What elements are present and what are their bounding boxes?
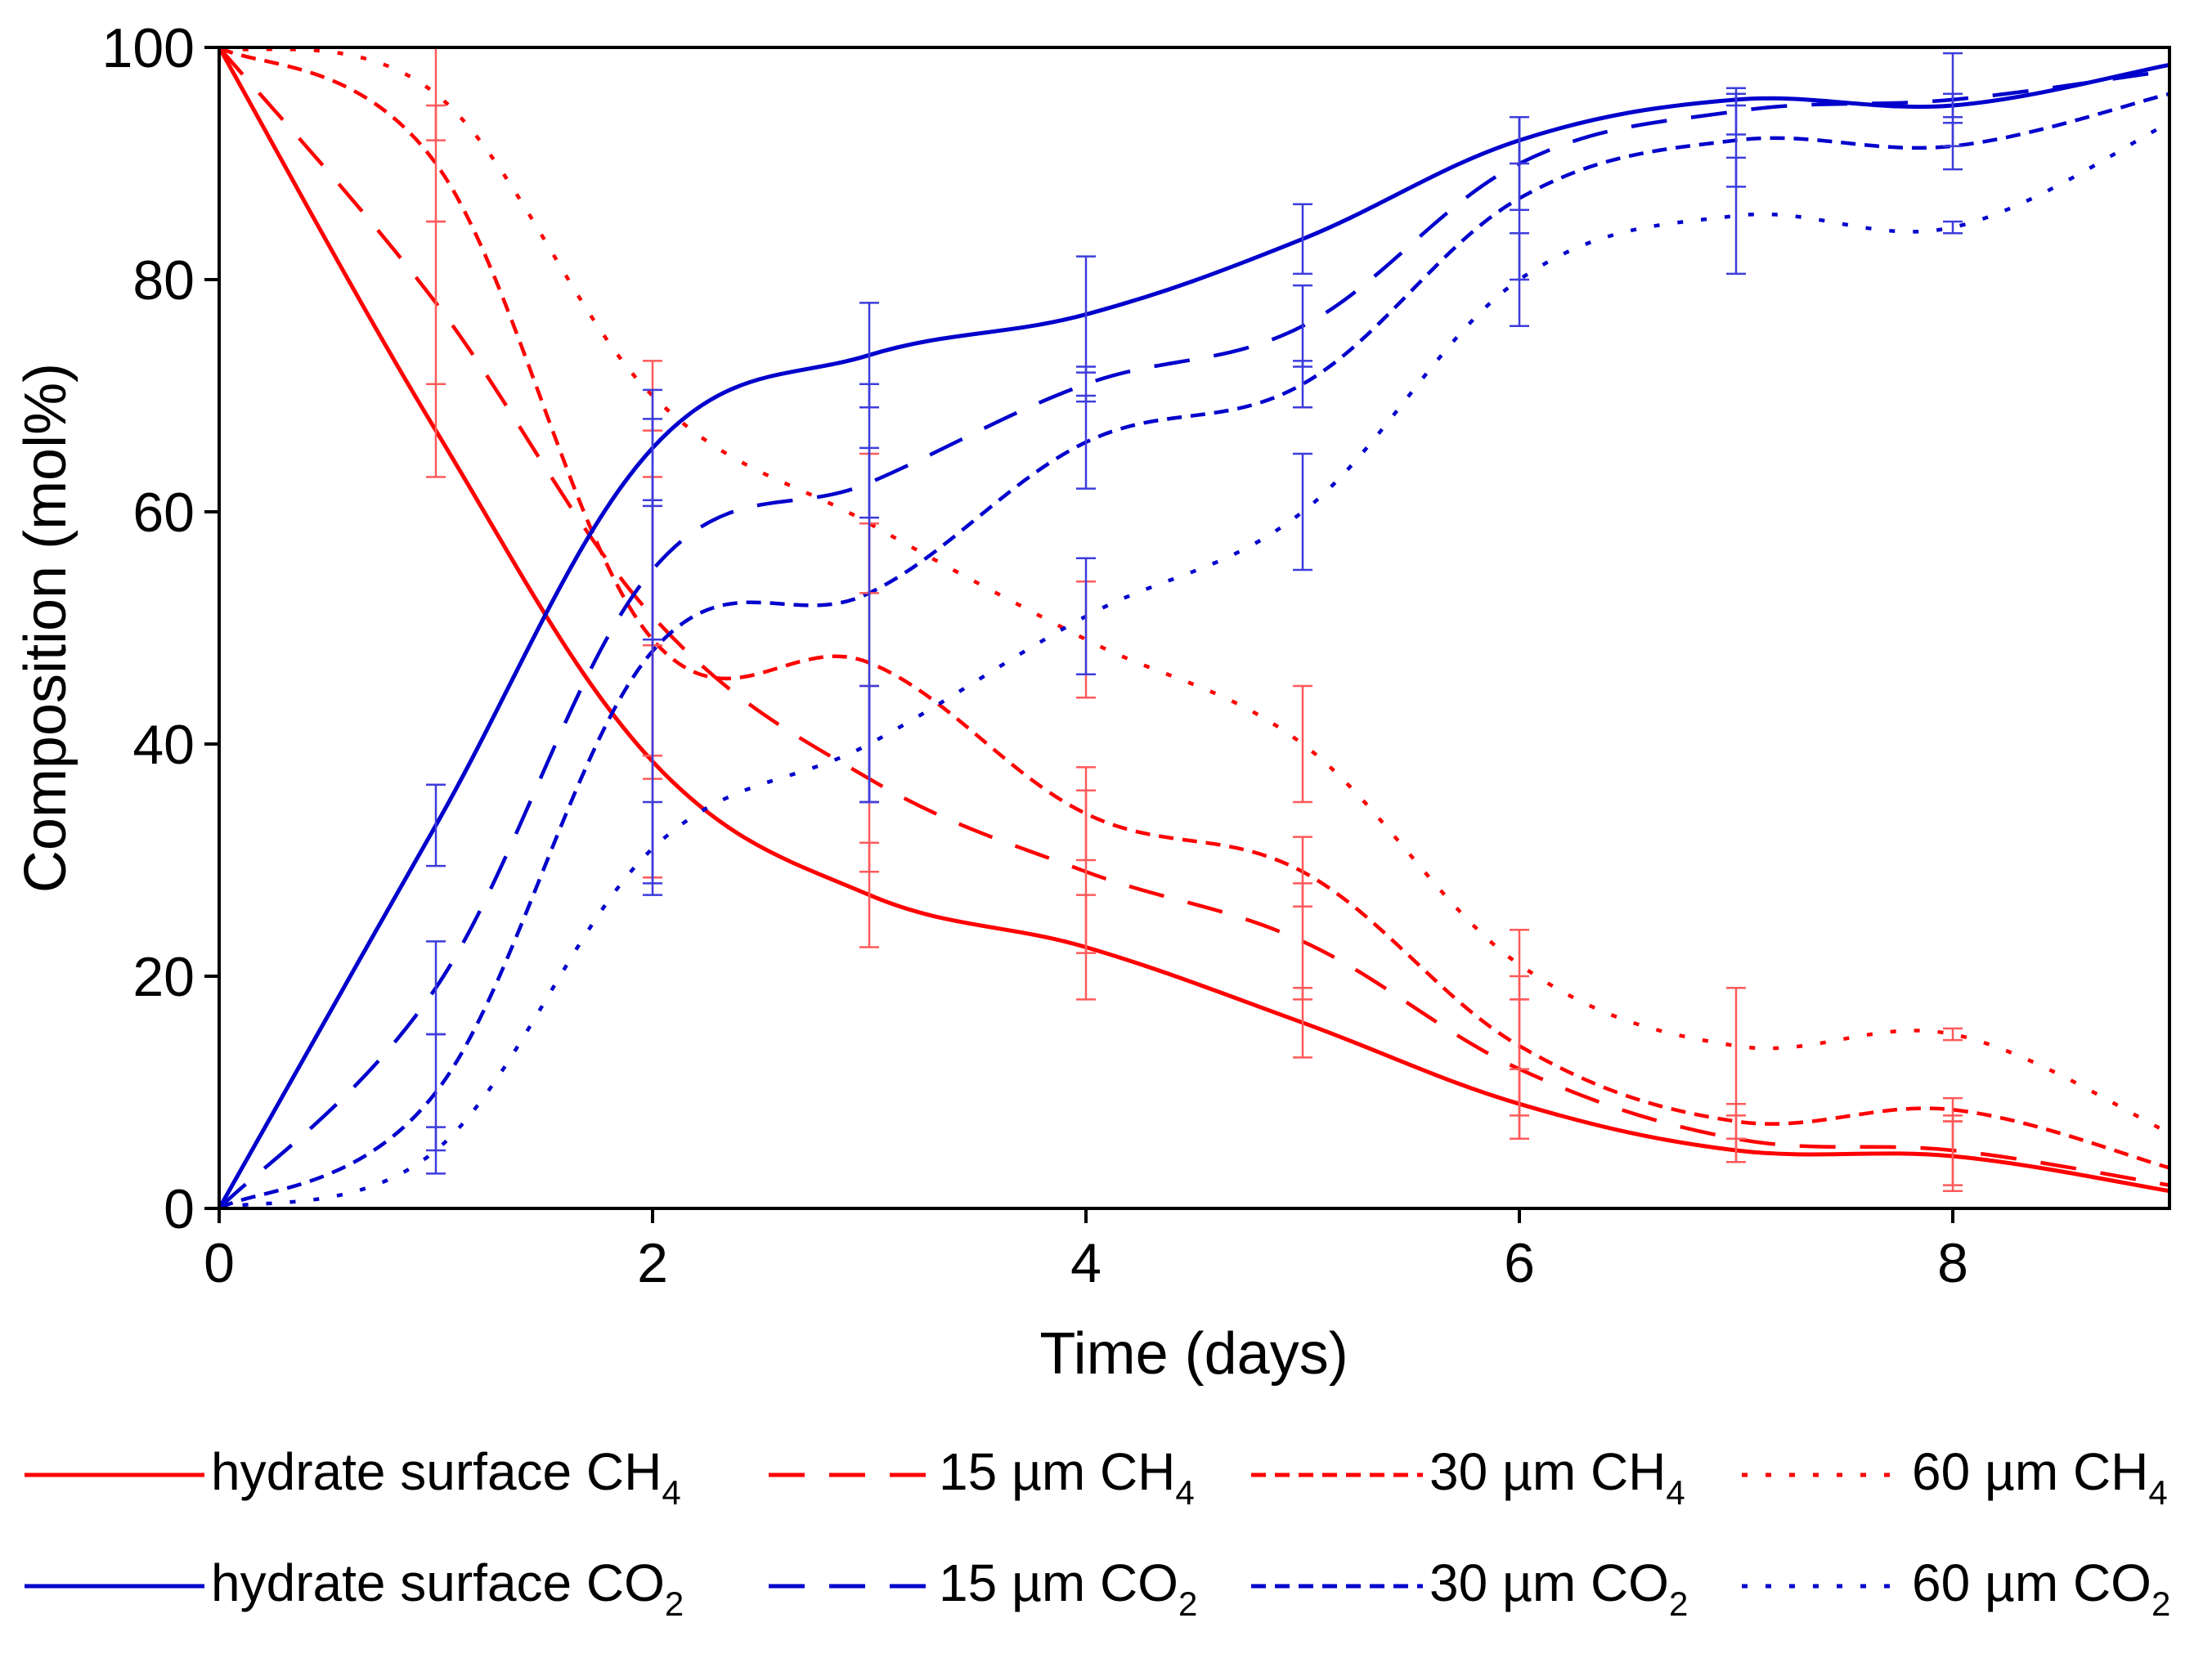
x-tick-label: 2 <box>637 1232 668 1294</box>
legend-item: 15 µm CO2 <box>769 1553 1197 1623</box>
error-bar <box>1293 360 1312 409</box>
series-layer <box>217 45 2170 1211</box>
series-line-6 <box>218 92 2170 1210</box>
error-bar <box>1076 766 1096 862</box>
error-bar <box>1293 836 1312 908</box>
error-bar <box>1293 203 1312 276</box>
legend-item: 60 µm CO2 <box>1742 1553 2170 1623</box>
legend-label: 15 µm CH4 <box>939 1442 1195 1512</box>
legend-label: 30 µm CH4 <box>1429 1442 1685 1512</box>
legend-item: 30 µm CH4 <box>1251 1442 1685 1512</box>
error-bar <box>859 684 879 804</box>
legend-item: 15 µm CH4 <box>769 1442 1195 1512</box>
legend-item: hydrate surface CO2 <box>25 1553 684 1623</box>
series-line-7 <box>218 121 2170 1211</box>
error-bar <box>1943 122 1963 171</box>
error-bar <box>1943 1027 1963 1042</box>
error-bar <box>1510 231 1529 328</box>
error-bar <box>1293 452 1312 572</box>
y-tick-label: 20 <box>132 946 195 1008</box>
legend-item: 60 µm CH4 <box>1742 1442 2168 1512</box>
y-tick-label: 100 <box>102 17 195 79</box>
x-tick-label: 0 <box>204 1232 235 1294</box>
error-bar <box>1726 986 1746 1105</box>
series-line-1 <box>218 46 2170 1187</box>
x-axis-label: Time (days) <box>1039 1321 1348 1387</box>
series-line-4 <box>217 62 2170 1210</box>
legend-label: 30 µm CO2 <box>1429 1553 1688 1623</box>
y-tick-label: 0 <box>164 1178 195 1240</box>
x-tick-label: 8 <box>1937 1232 1968 1294</box>
legend-label: 60 µm CO2 <box>1912 1553 2170 1623</box>
error-bar <box>1510 928 1529 1001</box>
legend-label: 60 µm CH4 <box>1912 1442 2168 1512</box>
y-tick-label: 40 <box>132 714 195 776</box>
legend: hydrate surface CH4 15 µm CH4 30 µm CH4 60 … <box>25 1442 2170 1623</box>
error-bar <box>1076 394 1096 490</box>
plot-frame <box>218 46 2171 1210</box>
legend-label: hydrate surface CO2 <box>211 1553 684 1623</box>
error-bar <box>1943 220 1963 235</box>
error-bar <box>426 783 446 867</box>
legend-label: hydrate surface CH4 <box>211 1442 681 1512</box>
legend-item: 30 µm CO2 <box>1251 1553 1688 1623</box>
y-axis-label: Composition (mol%) <box>13 363 79 893</box>
error-bar <box>1726 156 1746 276</box>
y-tick-label: 60 <box>132 482 195 544</box>
error-bar <box>1293 684 1312 804</box>
error-bar <box>643 800 662 896</box>
y-tick-label: 80 <box>132 249 195 312</box>
x-tick-label: 6 <box>1504 1232 1535 1294</box>
series-line-0 <box>217 46 2170 1194</box>
error-bar <box>426 1126 446 1175</box>
error-bar <box>1943 1096 1963 1123</box>
series-line-5 <box>218 69 2170 1210</box>
error-bar <box>1076 557 1096 676</box>
legend-item: hydrate surface CH4 <box>25 1442 681 1512</box>
x-tick-label: 4 <box>1070 1232 1102 1294</box>
legend-label: 15 µm CO2 <box>939 1553 1197 1623</box>
errorbar-layer <box>426 46 1963 1192</box>
